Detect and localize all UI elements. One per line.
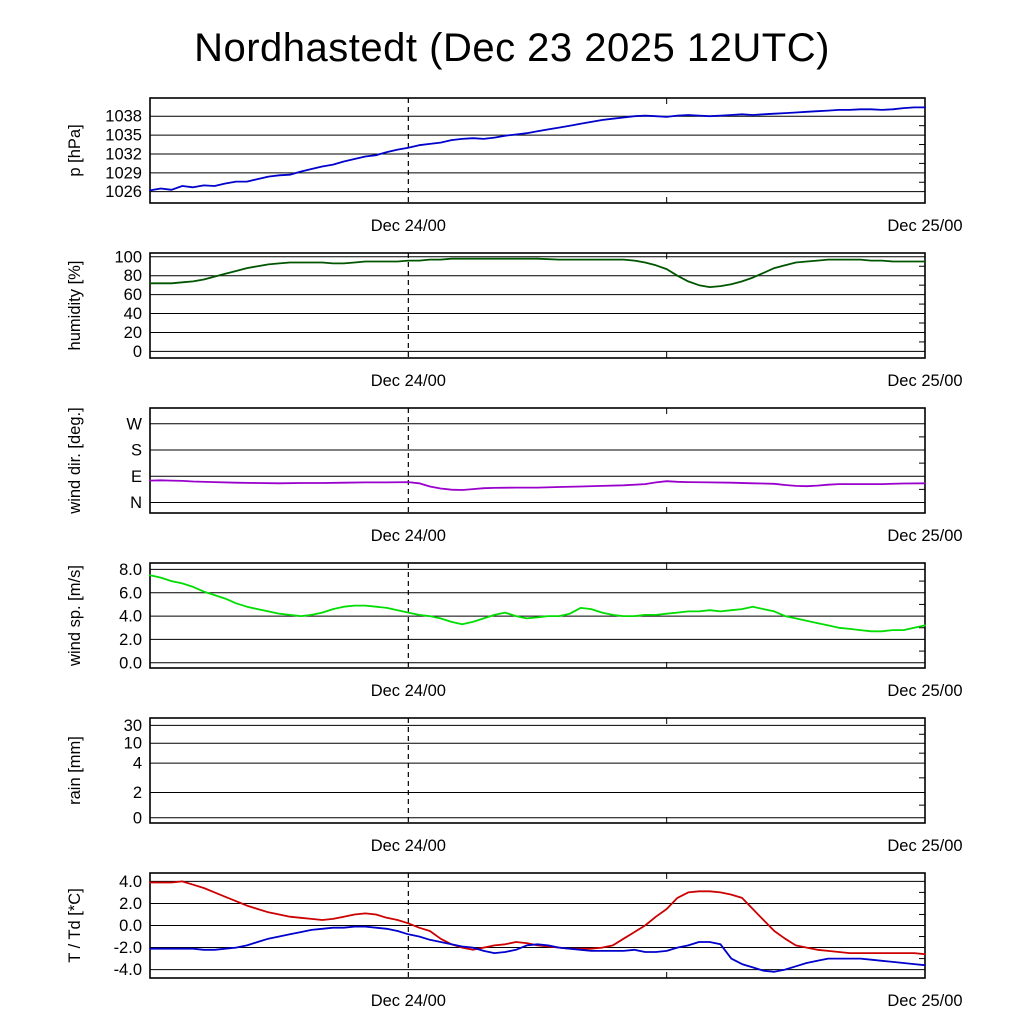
plot-frame: [149, 562, 926, 669]
y-tick-label: 20: [124, 324, 142, 342]
x-tick-label: Dec 25/00: [887, 372, 962, 390]
plot-frame: [149, 872, 926, 979]
y-axis-label: rain [mm]: [66, 736, 84, 805]
y-tick-label: 0.0: [119, 917, 142, 935]
y-tick-label: 1026: [105, 183, 142, 201]
panel-wind-speed: 0.0 2.0 4.0 6.0 8.0 Dec 24/00 Dec 25/00 wind sp…: [66, 561, 963, 700]
panel-temperature: -4.0 -2.0 0.0 2.0 4.0 Dec 24/00 Dec 25/00 T / T…: [66, 872, 963, 1010]
y-tick-label: 4: [133, 755, 142, 773]
x-tick-label: Dec 24/00: [371, 217, 446, 235]
x-tick-label: Dec 25/00: [887, 217, 962, 235]
y-tick-label: 6.0: [119, 584, 142, 602]
plot-frame: [149, 252, 926, 359]
y-tick-label: 60: [124, 286, 142, 304]
y-tick-label: 2: [133, 784, 142, 802]
y-axis-label: p [hPa]: [66, 124, 84, 176]
x-tick-label: Dec 24/00: [371, 992, 446, 1010]
y-tick-label: 4.0: [119, 608, 142, 626]
series-wind-direction: [149, 479, 926, 491]
y-tick-label: 100: [114, 251, 142, 266]
y-tick-label: 0: [133, 809, 142, 827]
x-tick-label: Dec 25/00: [887, 682, 962, 700]
series-wind-speed: [149, 574, 926, 633]
y-tick-label: 4.0: [119, 873, 142, 891]
y-tick-label: 1038: [105, 108, 142, 126]
y-axis-label: wind sp. [m/s]: [66, 565, 84, 667]
y-tick-label: W: [126, 415, 142, 433]
series-humidity: [149, 257, 926, 288]
y-tick-label: 2.0: [119, 895, 142, 913]
y-tick-label: 1029: [105, 164, 142, 182]
y-tick-label: 1035: [105, 127, 142, 145]
plot-frame: [149, 717, 926, 824]
series-pressure: [149, 106, 926, 192]
y-axis-label: humidity [%]: [66, 261, 84, 351]
y-tick-label: -4.0: [114, 961, 142, 979]
x-tick-label: Dec 25/00: [887, 992, 962, 1010]
chart-title: Nordhastedt (Dec 23 2025 12UTC): [194, 25, 830, 70]
x-tick-label: Dec 24/00: [371, 372, 446, 390]
y-tick-label: 0.0: [119, 654, 142, 672]
y-tick-label: S: [131, 442, 142, 460]
x-tick-label: Dec 24/00: [371, 837, 446, 855]
y-tick-label: 30: [124, 717, 142, 735]
series-temperature: [149, 880, 926, 956]
y-tick-label: N: [130, 494, 142, 512]
y-tick-label: 1032: [105, 145, 142, 163]
plot-frame: [149, 97, 926, 204]
y-tick-label: -2.0: [114, 939, 142, 957]
series-dewpoint: [149, 925, 926, 973]
y-tick-label: 2.0: [119, 631, 142, 649]
x-tick-label: Dec 25/00: [887, 527, 962, 545]
x-tick-label: Dec 24/00: [371, 527, 446, 545]
y-tick-label: 80: [124, 267, 142, 285]
y-tick-label: 10: [124, 735, 142, 753]
y-tick-label: E: [131, 468, 142, 486]
y-tick-label: 0: [133, 343, 142, 361]
x-tick-label: Dec 25/00: [887, 837, 962, 855]
x-tick-label: Dec 24/00: [371, 682, 446, 700]
y-tick-label: 8.0: [119, 561, 142, 579]
y-axis-label: T / Td [*C]: [66, 888, 84, 963]
plot-frame: [149, 407, 926, 514]
y-axis-label: wind dir. [deg.]: [66, 407, 84, 514]
panels-container: 1026 1029 1032 1035 1038 Dec 24/00 Dec 25/00 p …: [0, 96, 1024, 1024]
y-tick-label: 40: [124, 305, 142, 323]
